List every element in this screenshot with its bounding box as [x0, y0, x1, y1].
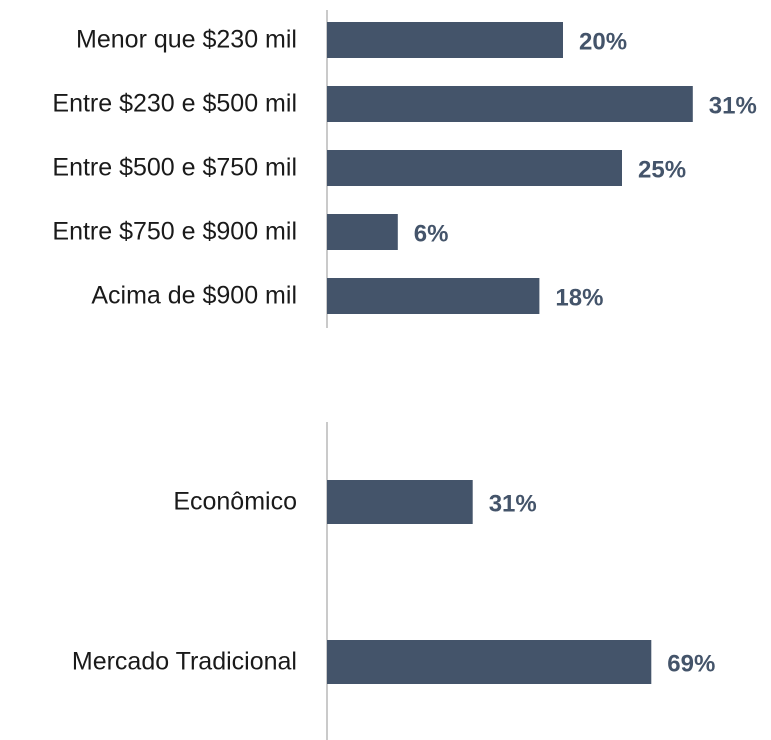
- bar: [327, 214, 398, 250]
- value-label: 18%: [555, 284, 603, 311]
- bar: [327, 640, 652, 684]
- value-label: 69%: [667, 650, 715, 677]
- category-label: Mercado Tradicional: [72, 648, 297, 676]
- value-label: 31%: [709, 92, 757, 119]
- bar: [327, 278, 540, 314]
- value-label: 31%: [489, 490, 537, 517]
- value-label: 6%: [414, 220, 449, 247]
- bar: [327, 86, 693, 122]
- category-label: Entre $500 e $750 mil: [52, 154, 297, 182]
- value-label: 20%: [579, 28, 627, 55]
- category-label: Econômico: [173, 488, 297, 516]
- bar: [327, 150, 622, 186]
- value-label: 25%: [638, 156, 686, 183]
- bar: [327, 480, 473, 524]
- category-label: Acima de $900 mil: [91, 282, 297, 310]
- category-label: Entre $230 e $500 mil: [52, 90, 297, 118]
- category-label: Menor que $230 mil: [76, 26, 297, 54]
- bar: [327, 22, 563, 58]
- category-label: Entre $750 e $900 mil: [52, 218, 297, 246]
